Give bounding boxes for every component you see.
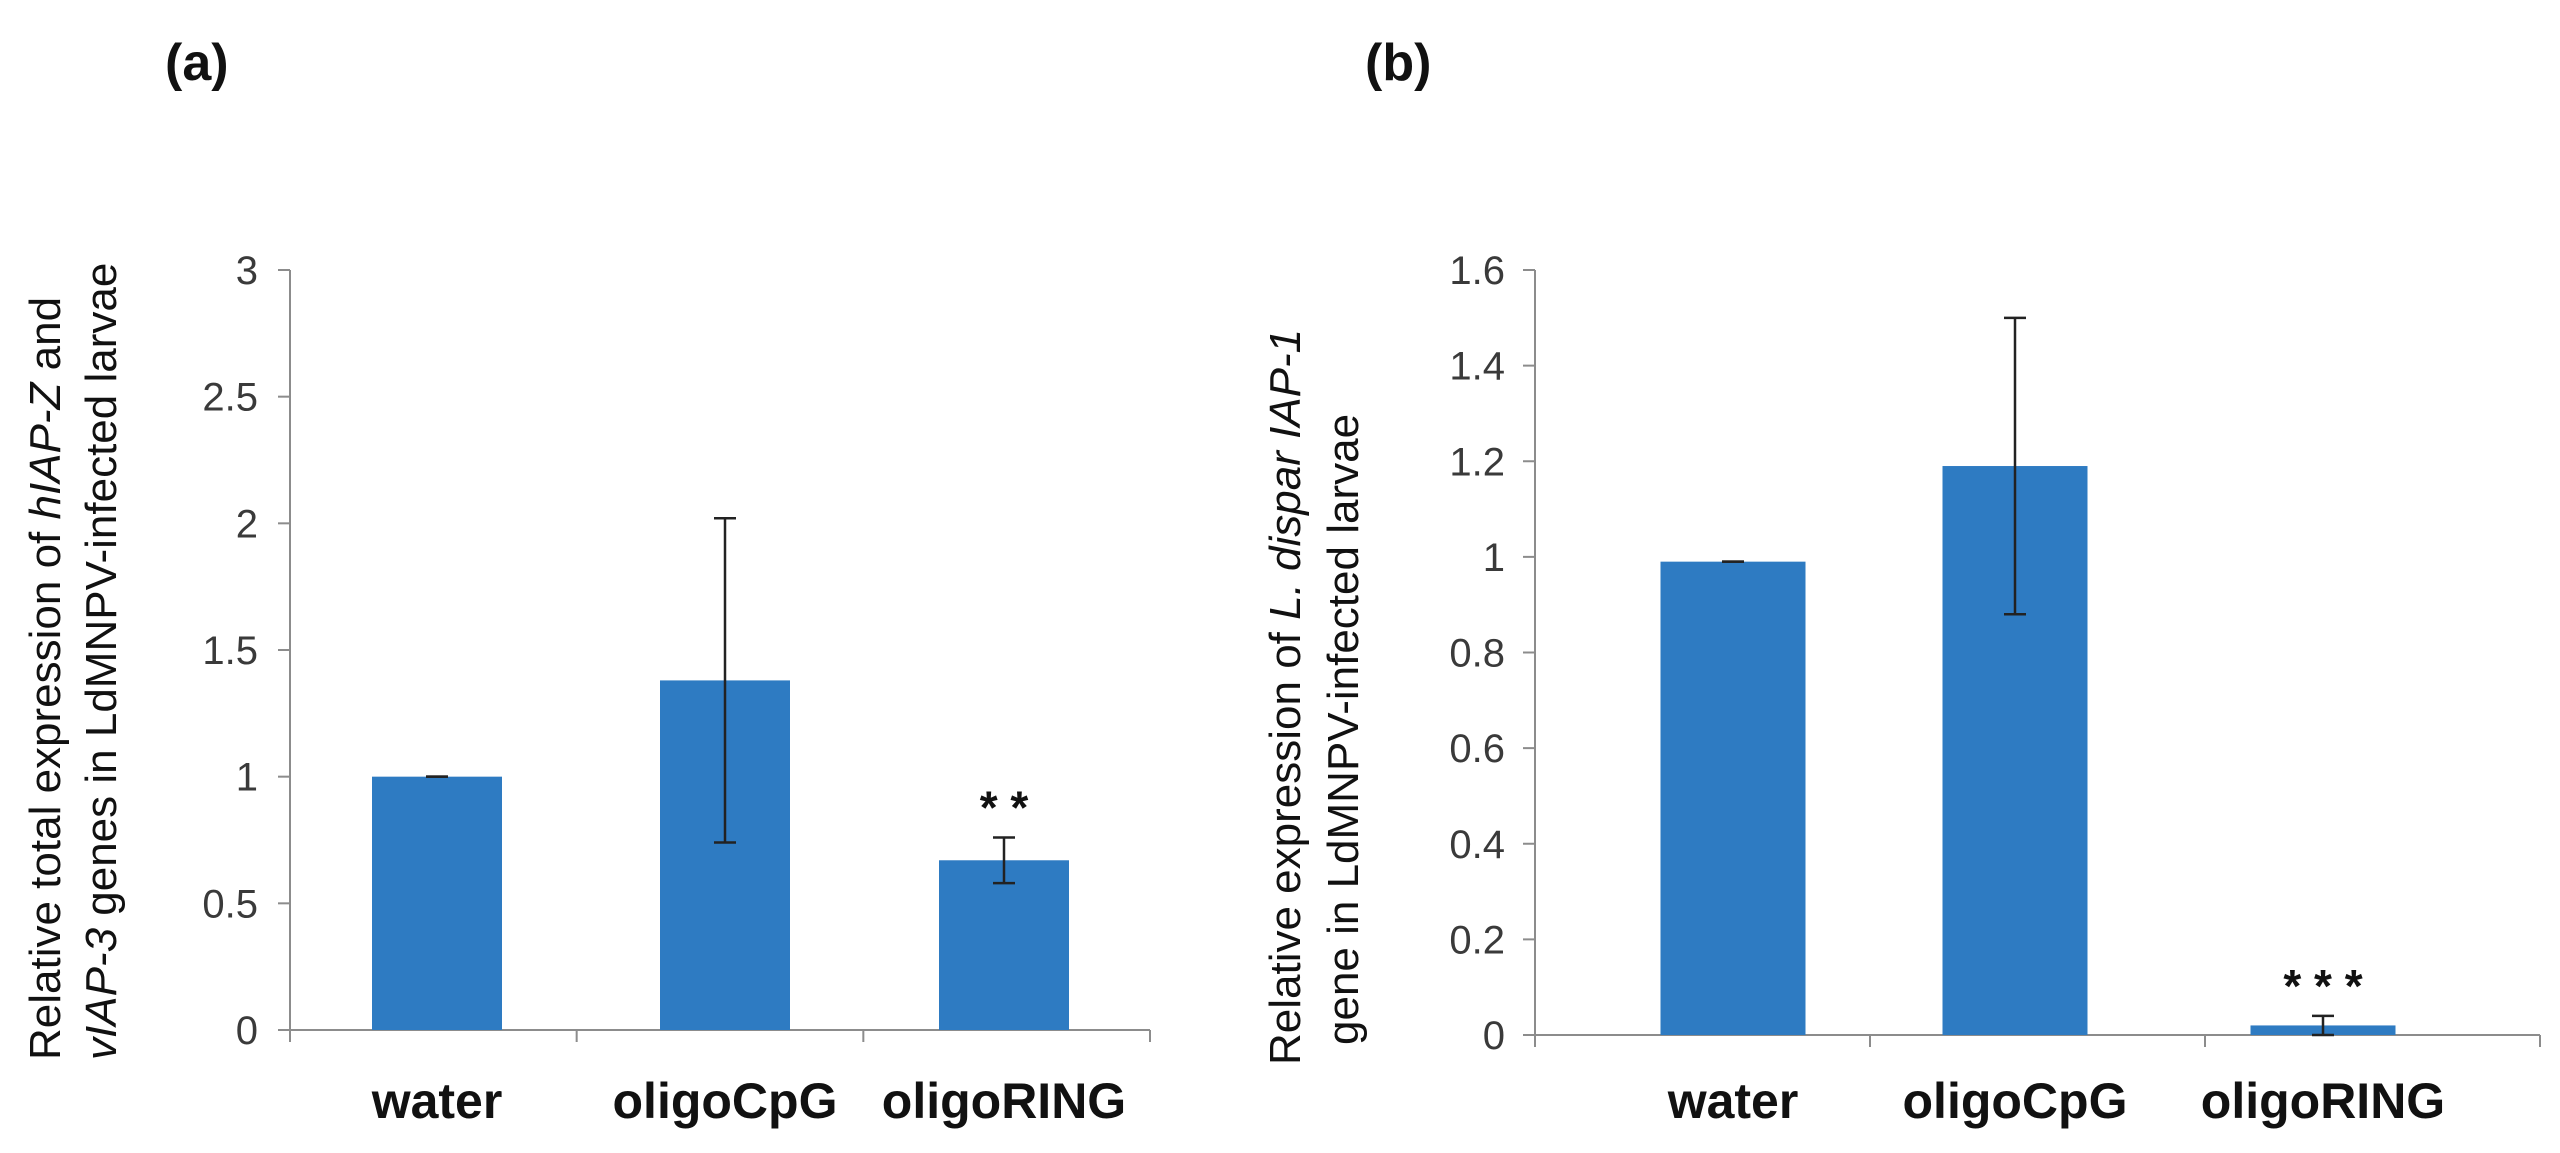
panel-a-ylabel-line1: Relative total expression of hIAP-Z and (21, 297, 70, 1060)
panel-b-y-tick-label: 1.4 (1449, 345, 1505, 389)
panel-b-y-tick-label: 0.8 (1449, 632, 1505, 676)
panel-b-y-tick-label: 1 (1483, 536, 1505, 580)
panel-b-significance-oligoRING: * * * (2283, 960, 2362, 1012)
panel-b: (b) Relative expression of L. dispar IAP… (1261, 34, 2541, 1129)
panel-a-bar-oligoRING (939, 860, 1069, 1030)
panel-b-ylabel: Relative expression of L. dispar IAP-1 g… (1261, 329, 1368, 1065)
panel-b-category-label-oligoRING: oligoRING (2201, 1073, 2445, 1129)
panel-a-y-tick-label: 0 (236, 1009, 258, 1053)
panel-a-y-tick-label: 1.5 (202, 629, 258, 673)
panel-b-plot: 0 0.2 0.4 0.6 0.8 1 1.2 1.4 1.6 water oligoCpG * * … (1449, 249, 2541, 1129)
panel-b-label: (b) (1365, 34, 1431, 92)
panel-a-y-tick-label: 0.5 (202, 882, 258, 926)
panel-a-bar-water (372, 776, 502, 1030)
panel-a-label: (a) (165, 34, 229, 92)
panel-a-ylabel: Relative total expression of hIAP-Z and … (21, 263, 126, 1060)
panel-a-y-tick-label: 2 (236, 502, 258, 546)
panel-b-y-tick-label: 0.6 (1449, 727, 1505, 771)
panel-a-significance-oligoRING: * * (980, 781, 1029, 833)
panel-b-category-label-water: water (1667, 1073, 1799, 1129)
panel-b-y-tick-label: 0.4 (1449, 823, 1505, 867)
panel-b-ylabel-line2: gene in LdMNPV-infected larvae (1319, 414, 1368, 1045)
panel-a-y-tick-label: 2.5 (202, 376, 258, 420)
panel-a: (a) Relative total expression of hIAP-Z … (21, 34, 1151, 1129)
panel-a-y-tick-label: 3 (236, 249, 258, 293)
panel-a-y-tick-label: 1 (236, 756, 258, 800)
panel-a-category-label-water: water (371, 1073, 503, 1129)
panel-b-y-tick-label: 1.2 (1449, 440, 1505, 484)
panel-b-ylabel-line1: Relative expression of L. dispar IAP-1 (1261, 329, 1310, 1065)
panel-b-y-tick-label: 1.6 (1449, 249, 1505, 293)
panel-b-bar-water (1660, 561, 1806, 1035)
panel-b-y-tick-label: 0 (1483, 1014, 1505, 1058)
panel-a-ylabel-line2: vIAP-3 genes in LdMNPV-infected larvae (77, 263, 126, 1060)
panel-a-category-label-oligoRING: oligoRING (882, 1073, 1126, 1129)
panel-b-category-label-oligoCpG: oligoCpG (1903, 1073, 2128, 1129)
panel-a-plot: 0 0.5 1 1.5 2 2.5 3 water oligoCpG * * oligoRING (202, 249, 1151, 1129)
panel-a-category-label-oligoCpG: oligoCpG (613, 1073, 838, 1129)
panel-b-y-tick-label: 0.2 (1449, 918, 1505, 962)
